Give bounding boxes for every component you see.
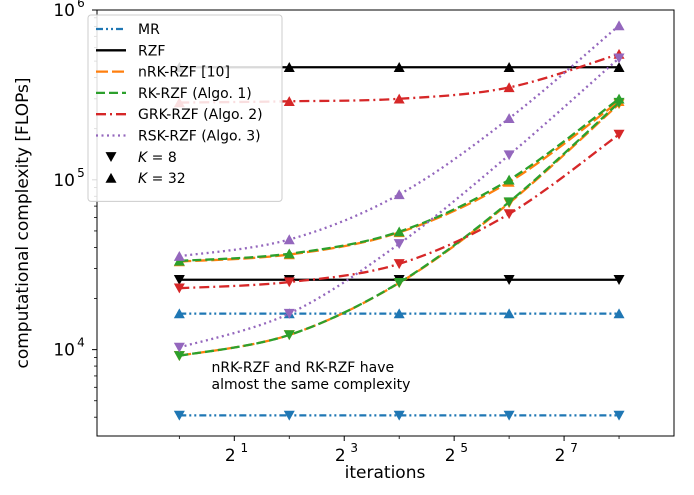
- data-point-1-k32-2: [393, 62, 405, 72]
- legend-marker-label-0: K = 8: [138, 150, 177, 166]
- y-tick-exponent-1: 5: [77, 166, 85, 180]
- legend-label-0: MR: [138, 22, 160, 38]
- data-point-4-k8-2: [393, 259, 405, 270]
- data-point-3-k32-2: [393, 226, 405, 237]
- x-tick-exponent-1: 3: [350, 441, 358, 455]
- data-point-4-k8-0: [173, 283, 185, 294]
- data-point-3-k32-4: [613, 93, 625, 104]
- legend-marker-1: [105, 172, 117, 183]
- data-point-3-k8-2: [393, 277, 405, 288]
- series-line-2-k32: [179, 100, 620, 263]
- data-point-1-k32-3: [503, 62, 515, 72]
- data-point-5-k8-3: [503, 150, 515, 161]
- data-point-5-k8-0: [173, 342, 185, 353]
- data-point-1-k32-4: [613, 62, 625, 72]
- x-tick-label-3: 2: [555, 446, 566, 466]
- data-point-0-k32-4: [613, 308, 625, 319]
- legend: MR RZF nRK-RZF [10] RK-RZF (Algo. 1) GRK-RZF…: [87, 14, 283, 202]
- x-tick-exponent-0: 1: [240, 441, 248, 455]
- data-point-0-k32-3: [503, 308, 515, 319]
- data-point-3-k8-3: [503, 197, 515, 208]
- data-point-0-k8-0: [173, 410, 185, 421]
- y-axis-label: computational complexity [FLOPs]: [13, 77, 33, 368]
- annotation-line-1: almost the same complexity: [211, 377, 410, 393]
- data-point-0-k8-4: [613, 410, 625, 421]
- x-tick-label-1: 2: [335, 446, 346, 466]
- data-point-5-k32-4: [613, 20, 625, 31]
- series-layer: [173, 20, 625, 421]
- data-point-3-k32-1: [283, 248, 295, 259]
- data-point-4-k32-3: [503, 82, 515, 93]
- data-point-0-k32-0: [173, 308, 185, 319]
- x-tick-label-2: 2: [445, 446, 456, 466]
- data-point-1-k8-4: [613, 275, 625, 285]
- annotation-line-0: nRK-RZF and RK-RZF have: [211, 360, 394, 376]
- x-tick-exponent-2: 5: [460, 441, 468, 455]
- plot-frame: [96, 9, 675, 437]
- data-point-5-k32-2: [393, 189, 405, 200]
- legend-box: [87, 14, 283, 202]
- series-0: [173, 308, 625, 421]
- legend-label-4: GRK-RZF (Algo. 2): [138, 107, 263, 123]
- series-line-5-k8: [179, 57, 620, 349]
- x-axis-label: iterations: [345, 463, 426, 483]
- data-point-3-k8-1: [283, 330, 295, 341]
- legend-marker-0: [105, 152, 117, 163]
- y-tick-exponent-0: 4: [77, 336, 85, 350]
- data-point-4-k8-4: [613, 129, 625, 140]
- data-point-3-k32-3: [503, 174, 515, 185]
- legend-marker-label-1: K = 32: [138, 171, 186, 187]
- data-point-0-k8-3: [503, 410, 515, 421]
- legend-label-1: RZF: [138, 43, 165, 59]
- y-tick-label-2: 10: [53, 1, 75, 21]
- y-tick-label-1: 10: [53, 171, 75, 191]
- data-point-5-k8-4: [613, 53, 625, 64]
- data-point-4-k8-1: [283, 277, 295, 288]
- data-point-1-k8-3: [503, 275, 515, 285]
- series-line-5-k32: [179, 24, 620, 258]
- data-point-5-k32-0: [173, 250, 185, 261]
- x-tick-exponent-3: 7: [570, 441, 578, 455]
- data-point-0-k32-2: [393, 308, 405, 319]
- data-point-4-k8-3: [503, 209, 515, 220]
- series-3: [173, 93, 625, 362]
- data-point-1-k32-1: [283, 62, 295, 72]
- data-point-0-k8-1: [283, 410, 295, 421]
- legend-label-2: nRK-RZF [10]: [138, 65, 230, 81]
- x-tick-label-0: 2: [225, 446, 236, 466]
- y-tick-label-0: 10: [53, 341, 75, 361]
- data-point-5-k32-3: [503, 113, 515, 124]
- data-point-5-k8-2: [393, 239, 405, 250]
- data-point-4-k32-2: [393, 93, 405, 104]
- legend-label-3: RK-RZF (Algo. 1): [138, 86, 252, 102]
- data-point-1-k8-0: [173, 275, 185, 285]
- data-point-5-k32-1: [283, 234, 295, 245]
- series-line-4-k32: [179, 52, 620, 104]
- data-point-3-k8-0: [173, 351, 185, 362]
- series-5: [173, 20, 625, 353]
- data-point-5-k8-1: [283, 308, 295, 319]
- legend-label-5: RSK-RZF (Algo. 3): [138, 129, 261, 145]
- data-point-0-k8-2: [393, 410, 405, 421]
- data-point-4-k32-1: [283, 96, 295, 106]
- y-tick-exponent-2: 6: [77, 0, 85, 10]
